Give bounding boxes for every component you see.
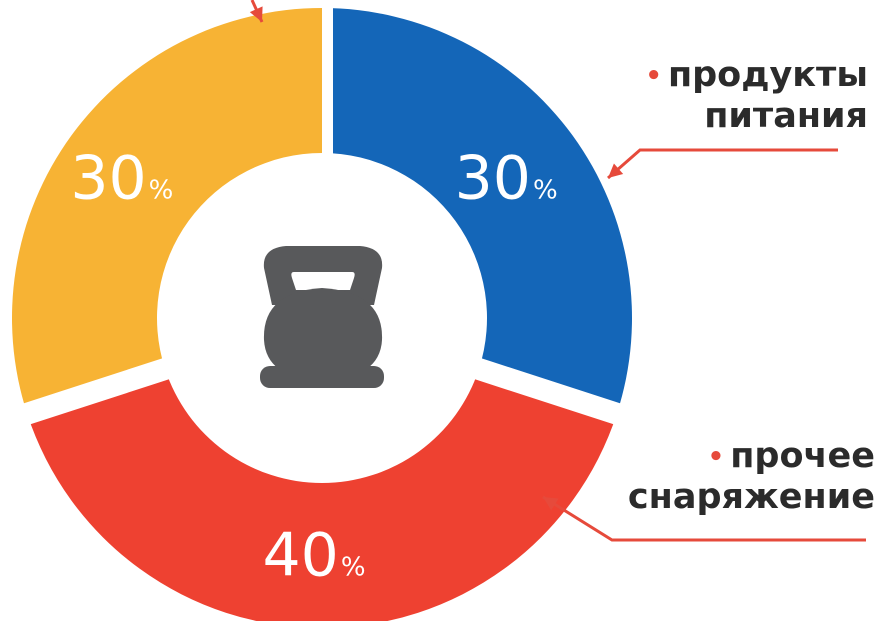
donut-slice-3 xyxy=(11,8,323,414)
pointer-food-arrowhead xyxy=(608,163,624,178)
callout-gear-line-2: снаряжение xyxy=(627,477,875,517)
callout-gear-text-1: прочее xyxy=(730,436,875,476)
slice-value-label: 30% xyxy=(70,143,173,213)
callout-food-line-2: питания xyxy=(704,96,868,136)
callout-food: • продукты питания xyxy=(598,55,868,136)
slice-gap xyxy=(19,356,174,426)
pointer-food xyxy=(607,148,838,180)
kettlebell-icon xyxy=(260,246,384,388)
pointer-gear-arrowhead xyxy=(543,497,559,511)
callout-food-line-1: • продукты xyxy=(598,55,868,96)
bullet-icon: • xyxy=(707,442,725,472)
callout-gear: • прочее снаряжение xyxy=(575,436,875,517)
donut-slice-1 xyxy=(322,8,632,414)
slice-gap xyxy=(470,356,625,426)
bullet-icon: • xyxy=(645,61,662,91)
pointer-top-arrowhead xyxy=(249,6,263,22)
pointer-gear xyxy=(542,495,866,542)
donut-slice-2 xyxy=(27,368,617,621)
slice-unit-label: % xyxy=(149,175,174,205)
callout-food-text-1: продукты xyxy=(667,55,868,95)
callout-gear-line-1: • прочее xyxy=(575,436,875,477)
slice-unit-label: % xyxy=(341,553,366,583)
slice-unit-label: % xyxy=(533,175,558,205)
